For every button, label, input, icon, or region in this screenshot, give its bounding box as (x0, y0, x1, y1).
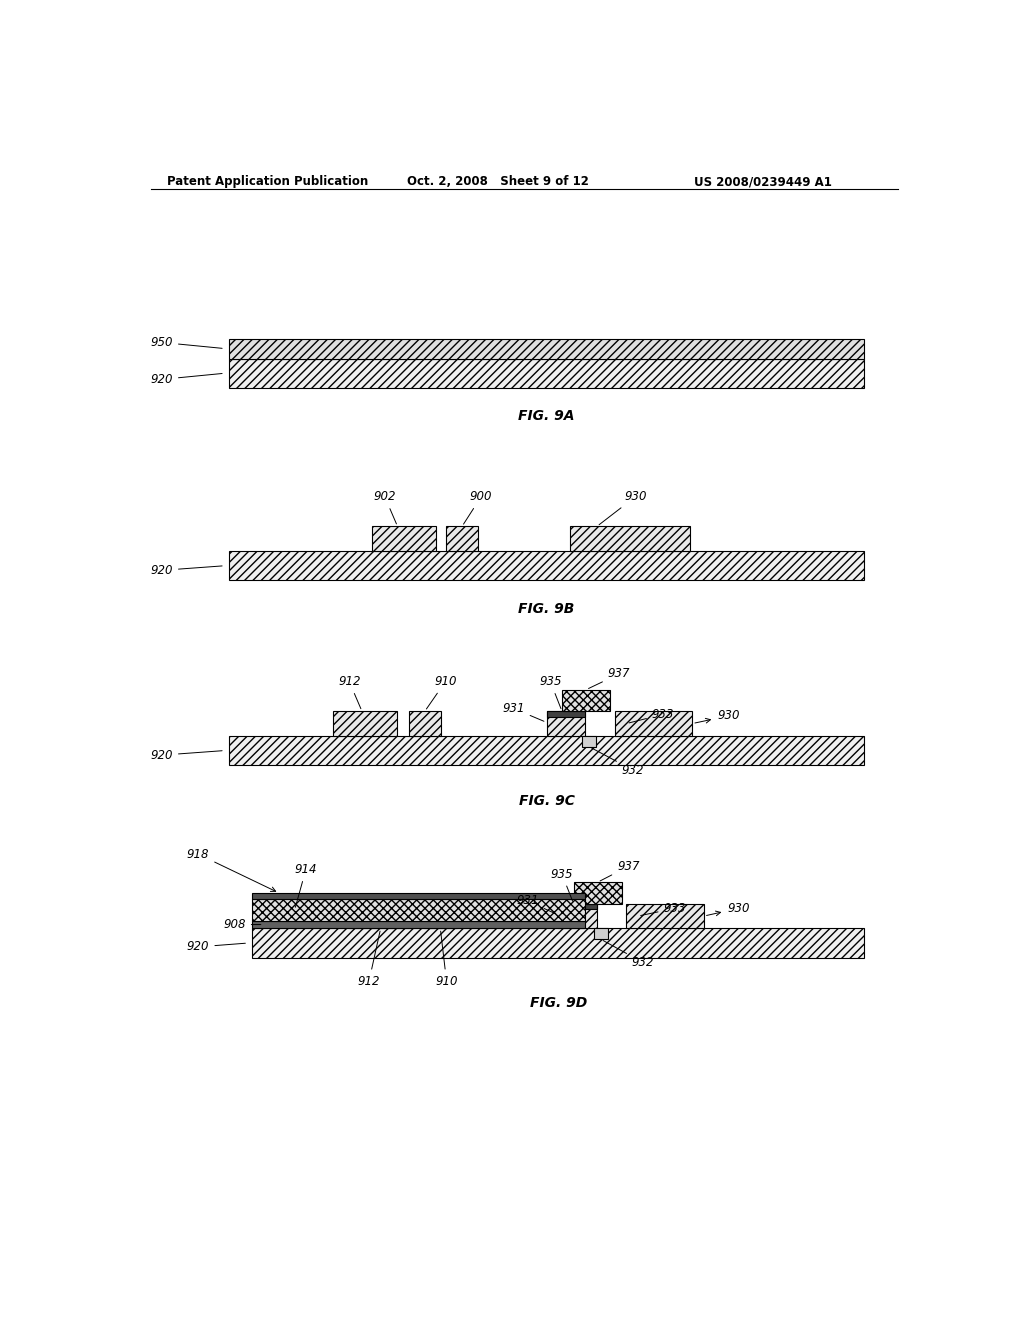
Bar (573, 882, 622, 904)
Bar (349, 904, 413, 928)
Text: FIG. 9C: FIG. 9C (518, 795, 574, 808)
Text: US 2008/0239449 A1: US 2008/0239449 A1 (693, 176, 831, 189)
Bar (252, 921, 586, 928)
Bar (547, 711, 586, 737)
Text: 935: 935 (551, 867, 573, 902)
Bar (228, 359, 864, 388)
Text: 918: 918 (186, 847, 275, 891)
Text: FIG. 9B: FIG. 9B (518, 602, 574, 616)
Text: 935: 935 (539, 675, 561, 709)
Bar (627, 904, 703, 928)
Bar (228, 552, 864, 581)
Text: 930: 930 (695, 709, 739, 723)
Text: 932: 932 (592, 748, 644, 776)
Text: 900: 900 (464, 490, 493, 524)
Text: 920: 920 (151, 748, 222, 762)
Text: FIG. 9D: FIG. 9D (529, 997, 587, 1010)
Text: 930: 930 (707, 902, 750, 916)
Text: 910: 910 (435, 931, 458, 987)
Text: 912: 912 (357, 931, 380, 987)
Bar (558, 904, 597, 928)
Bar (558, 904, 597, 909)
Text: 931: 931 (503, 702, 544, 721)
Bar (424, 904, 457, 928)
Text: 950: 950 (151, 335, 222, 348)
Bar (583, 737, 596, 747)
Text: 937: 937 (600, 859, 640, 880)
Text: Patent Application Publication: Patent Application Publication (167, 176, 368, 189)
Text: 920: 920 (151, 372, 222, 385)
Text: 914: 914 (295, 863, 317, 907)
Text: 932: 932 (603, 941, 654, 969)
Text: 908: 908 (223, 917, 261, 931)
Text: 902: 902 (374, 490, 396, 524)
Text: Oct. 2, 2008   Sheet 9 of 12: Oct. 2, 2008 Sheet 9 of 12 (407, 176, 589, 189)
Bar (409, 711, 441, 737)
Bar (228, 737, 864, 766)
Bar (594, 928, 607, 940)
Text: 920: 920 (151, 564, 222, 577)
Text: 912: 912 (338, 675, 360, 709)
Bar (562, 689, 610, 711)
Text: 910: 910 (426, 675, 457, 709)
Bar (569, 527, 690, 552)
Text: 937: 937 (589, 668, 630, 689)
Bar (252, 899, 586, 921)
Bar (334, 711, 397, 737)
Bar (228, 339, 864, 359)
Bar (614, 711, 692, 737)
Text: 920: 920 (186, 940, 246, 953)
Bar (547, 711, 586, 717)
Text: 931: 931 (516, 895, 556, 913)
Bar (372, 527, 435, 552)
Bar (445, 527, 478, 552)
Text: FIG. 9A: FIG. 9A (518, 409, 574, 424)
Text: 930: 930 (599, 490, 646, 525)
Text: 933: 933 (629, 708, 675, 723)
Bar (252, 892, 586, 899)
Bar (252, 928, 864, 958)
Text: 933: 933 (641, 902, 686, 916)
